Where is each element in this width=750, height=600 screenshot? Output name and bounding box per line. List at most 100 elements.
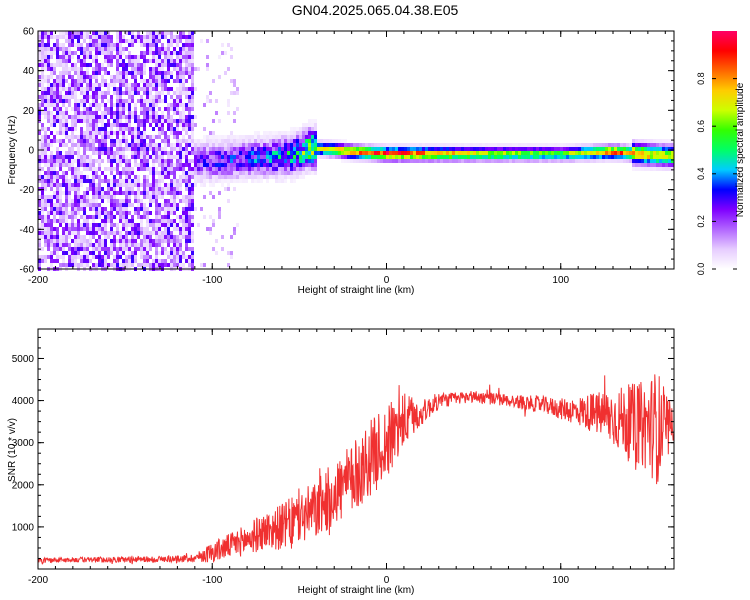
spectrogram-cell [110,103,113,107]
spectrogram-cell [221,43,224,47]
spectrogram-cell [164,163,167,167]
spectrogram-cell [194,155,197,159]
spectrogram-cell [179,163,182,167]
spectrogram-cell [143,179,146,183]
spectrogram-cell [224,139,227,143]
spectrogram-cell [299,147,302,151]
spectrogram-cell [53,99,56,103]
spectrogram-cell [194,159,197,163]
spectrogram-cell [305,127,308,131]
spectrogram-cell [47,199,50,203]
spectrogram-cell [92,243,95,247]
spectrogram-cell [224,159,227,163]
spectrogram-cell [560,159,563,163]
spectrogram-cell [227,167,230,171]
spectrogram-cell [251,159,254,163]
spectrogram-cell [50,227,53,231]
spectrogram-cell [191,47,194,51]
spectrogram-cell [77,103,80,107]
spectrogram-cell [110,203,113,207]
spectrogram-cell [290,139,293,143]
spectrogram-cell [188,247,191,251]
spectrogram-cell [113,243,116,247]
spectrogram-cell [608,147,611,151]
spectrogram-cell [188,139,191,143]
spectrogram-cell [515,147,518,151]
spectrogram-cell [50,91,53,95]
spectrogram-cell [89,179,92,183]
spectrogram-cell [53,183,56,187]
spectrogram-cell [479,151,482,155]
spectrogram-cell [41,155,44,159]
spectrogram-cell [185,243,188,247]
spectrogram-cell [485,151,488,155]
spectrogram-cell [95,247,98,251]
x-tick-label: -100 [202,275,222,286]
spectrogram-cell [203,263,206,267]
spectrogram-cell [44,111,47,115]
spectrogram-cell [140,63,143,67]
spectrogram-cell [50,187,53,191]
spectrogram-cell [155,195,158,199]
spectrogram-cell [98,43,101,47]
spectrogram-cell [38,95,41,99]
spectrogram-cell [44,87,47,91]
spectrogram-cell [281,147,284,151]
spectrogram-cell [215,239,218,243]
spectrogram-cell [155,183,158,187]
spectrogram-cell [125,159,128,163]
spectrogram-cell [131,135,134,139]
spectrogram-cell [197,155,200,159]
spectrogram-cell [314,131,317,135]
spectrogram-cell [80,59,83,63]
spectrogram-cell [224,163,227,167]
spectrogram-cell [248,139,251,143]
spectrogram-cell [230,55,233,59]
spectrogram-cell [506,147,509,151]
spectrogram-cell [512,143,515,147]
spectrogram-cell [191,67,194,71]
spectrogram-cell [560,151,563,155]
spectrogram-cell [47,183,50,187]
spectrogram-cell [56,79,59,83]
spectrogram-cell [170,239,173,243]
spectrogram-cell [668,167,671,171]
spectrogram-cell [80,255,83,259]
spectrogram-cell [215,111,218,115]
spectrogram-cell [92,223,95,227]
spectrogram-cell [260,139,263,143]
spectrogram-cell [44,147,47,151]
spectrogram-cell [116,127,119,131]
spectrogram-cell [611,159,614,163]
spectrogram-cell [146,231,149,235]
spectrogram-cell [665,167,668,171]
spectrogram-cell [200,143,203,147]
spectrogram-cell [182,199,185,203]
spectrogram-cell [77,119,80,123]
spectrogram-cell [140,151,143,155]
spectrogram-cell [158,203,161,207]
spectrogram-cell [185,239,188,243]
spectrogram-cell [485,147,488,151]
spectrogram-cell [128,51,131,55]
spectrogram-cell [143,151,146,155]
spectrogram-cell [56,171,59,175]
spectrogram-cell [569,147,572,151]
spectrogram-cell [38,143,41,147]
spectrogram-cell [332,155,335,159]
spectrogram-cell [47,59,50,63]
spectrogram-cell [62,131,65,135]
spectrogram-cell [218,171,221,175]
spectrogram-cell [95,195,98,199]
spectrogram-cell [437,147,440,151]
spectrogram-cell [161,47,164,51]
spectrogram-cell [161,131,164,135]
spectrogram-cell [116,123,119,127]
spectrogram-cell [128,39,131,43]
spectrogram-cell [590,159,593,163]
spectrogram-cell [95,199,98,203]
spectrogram-cell [95,83,98,87]
spectrogram-cell [122,79,125,83]
spectrogram-cell [44,163,47,167]
spectrogram-cell [419,143,422,147]
